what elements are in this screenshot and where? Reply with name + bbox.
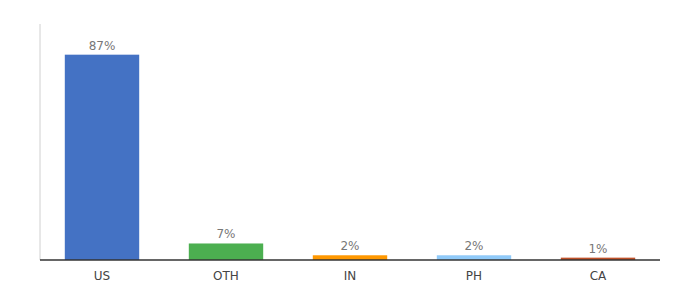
bar — [189, 243, 263, 260]
x-tick-label: IN — [344, 269, 357, 283]
y-range-line — [40, 24, 41, 260]
chart-container: 87% 7% 2% 2% 1% US OTH IN PH CA — [0, 0, 680, 300]
x-tick-label: US — [94, 269, 110, 283]
x-tick-label: OTH — [213, 269, 239, 283]
x-tick-label: CA — [590, 269, 607, 283]
data-label: 1% — [588, 242, 607, 256]
chart-svg: 87% 7% 2% 2% 1% US OTH IN PH CA — [0, 0, 680, 300]
data-label: 2% — [464, 239, 483, 253]
data-label: 7% — [216, 227, 235, 241]
data-label: 87% — [89, 39, 116, 53]
data-label: 2% — [340, 239, 359, 253]
bar — [65, 55, 139, 260]
x-axis-line — [40, 259, 660, 261]
x-tick-label: PH — [466, 269, 482, 283]
bars — [65, 55, 635, 260]
